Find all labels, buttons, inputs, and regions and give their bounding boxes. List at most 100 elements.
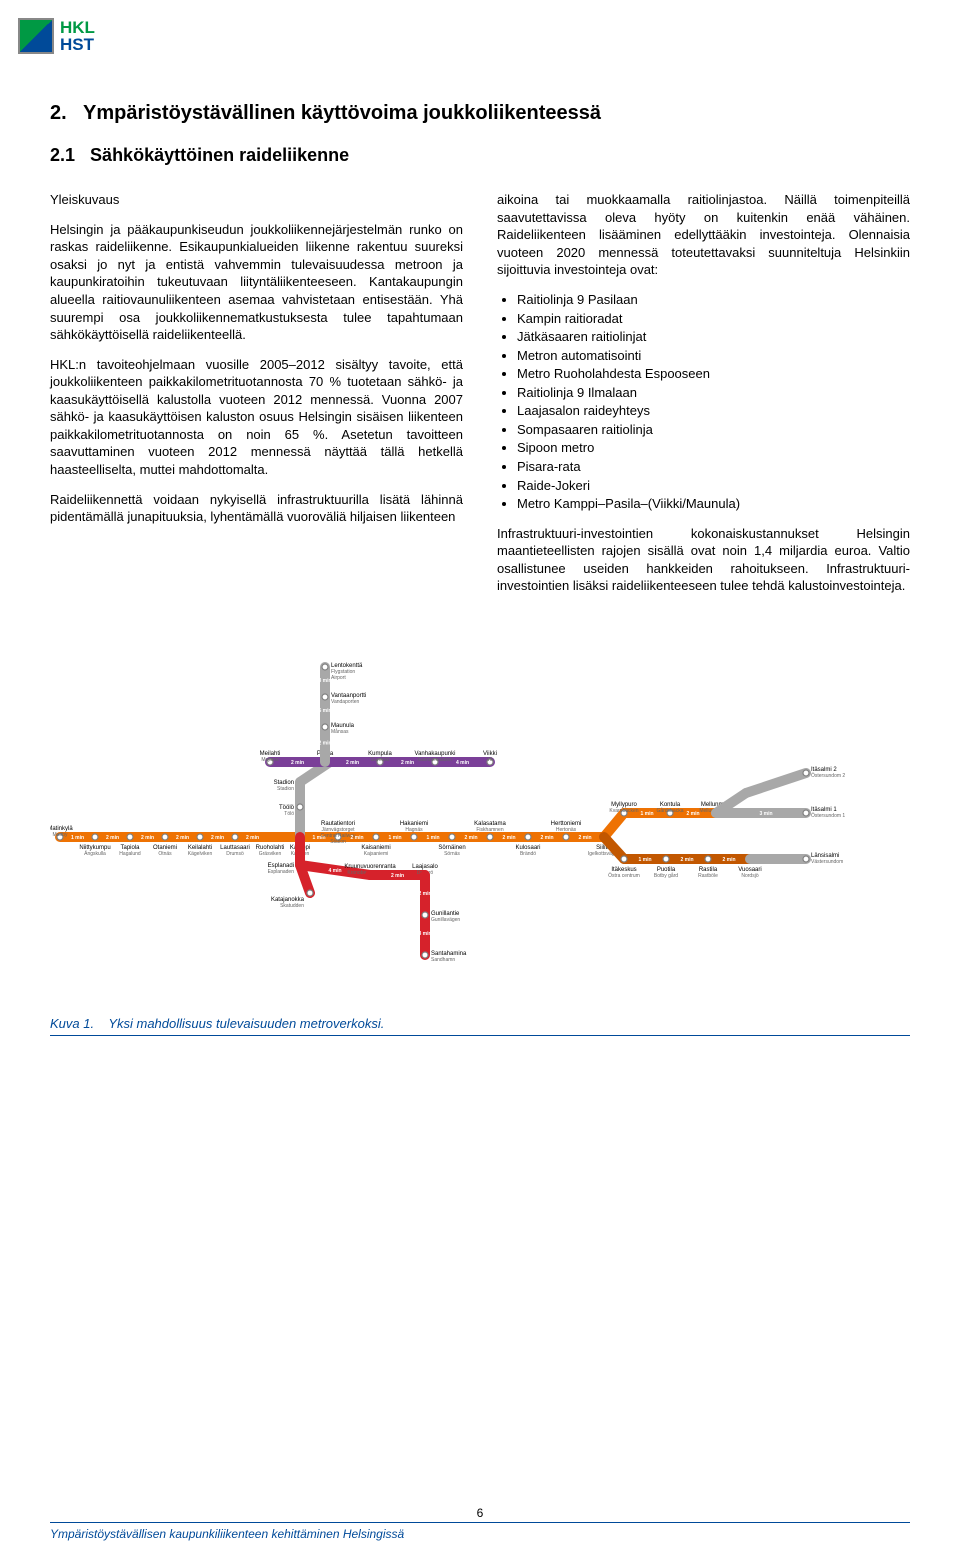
svg-text:Östra centrum: Östra centrum (608, 872, 640, 879)
svg-text:Drumsö: Drumsö (226, 851, 244, 857)
figure-caption-text: Yksi mahdollisuus tulevaisuuden metrover… (108, 1016, 384, 1031)
section-number: 2. (50, 102, 67, 124)
bullet-item: Jätkäsaaren raitiolinjat (517, 328, 910, 346)
svg-text:Rastböle: Rastböle (698, 873, 718, 879)
footer-line: Ympäristöystävällisen kaupunkiliikenteen… (50, 1522, 910, 1543)
yleiskuvaus-heading: Yleiskuvaus (50, 191, 463, 209)
svg-text:Tölö: Tölö (284, 811, 294, 817)
bullet-item: Raide-Jokeri (517, 477, 910, 495)
svg-text:FlygstationAirport: FlygstationAirport (331, 669, 355, 681)
bullet-item: Sipoon metro (517, 439, 910, 457)
svg-text:Esplanaden: Esplanaden (268, 869, 295, 875)
svg-text:Östersundom 1: Östersundom 1 (811, 812, 845, 819)
bullet-item: Kampin raitioradat (517, 310, 910, 328)
svg-text:2 min: 2 min (106, 835, 119, 841)
svg-text:1 min: 1 min (71, 835, 84, 841)
footer-text: Ympäristöystävällisen kaupunkiliikenteen… (50, 1527, 404, 1541)
svg-text:2 min: 2 min (211, 835, 224, 841)
logo-mark-icon (18, 18, 54, 54)
svg-text:1 min: 1 min (388, 835, 401, 841)
svg-text:Västersundom: Västersundom (811, 859, 843, 865)
section-title-text: Ympäristöystävällinen käyttövoima joukko… (83, 102, 601, 124)
svg-text:3 min: 3 min (318, 678, 331, 684)
bullet-item: Metro Kamppi–Pasila–(Viikki/Maunula) (517, 495, 910, 513)
right-column: aikoina tai muokkaamalla raitiolinjastoa… (497, 191, 910, 606)
hkl-logo: HKL HST (18, 18, 95, 54)
svg-text:4 min: 4 min (328, 868, 341, 874)
svg-text:3 min: 3 min (759, 811, 772, 817)
left-column: Yleiskuvaus Helsingin ja pääkaupunkiseud… (50, 191, 463, 606)
subsection-number: 2.1 (50, 145, 75, 165)
bullet-item: Raitiolinja 9 Ilmalaan (517, 384, 910, 402)
footer: Ympäristöystävällisen kaupunkiliikenteen… (50, 1522, 910, 1543)
svg-text:Mejlans: Mejlans (261, 757, 279, 763)
bullet-item: Pisara-rata (517, 458, 910, 476)
page: HKL HST 2. Ympäristöystävällinen käyttöv… (0, 0, 960, 1557)
bullet-item: Metron automatisointi (517, 347, 910, 365)
svg-text:Sandhamn: Sandhamn (431, 957, 455, 963)
svg-text:Kvarnbäcken: Kvarnbäcken (609, 808, 638, 814)
svg-text:2 min: 2 min (578, 835, 591, 841)
svg-text:Gammelstaden: Gammelstaden (418, 757, 452, 763)
svg-text:2 min: 2 min (176, 835, 189, 841)
svg-text:1 min: 1 min (640, 811, 653, 817)
figure-caption: Kuva 1. Yksi mahdollisuus tulevaisuuden … (50, 1015, 910, 1037)
svg-text:1 min: 1 min (426, 835, 439, 841)
svg-text:Kägelviken: Kägelviken (188, 851, 213, 857)
subsection-title-text: Sähkökäyttöinen raideliikenne (90, 145, 349, 165)
bullet-item: Sompasaaren raitiolinja (517, 421, 910, 439)
left-p1: Helsingin ja pääkaupunkiseudun joukkolii… (50, 221, 463, 344)
svg-text:Gräsviken: Gräsviken (259, 851, 282, 857)
svg-text:4 min: 4 min (456, 760, 469, 766)
svg-text:2 min: 2 min (680, 857, 693, 863)
svg-text:1 min: 1 min (638, 857, 651, 863)
svg-text:Hagalund: Hagalund (119, 851, 141, 857)
svg-text:2 min: 2 min (346, 760, 359, 766)
svg-text:Gunillavägen: Gunillavägen (431, 917, 460, 923)
bullet-item: Laajasalon raideyhteys (517, 402, 910, 420)
svg-text:Kajsaniemi: Kajsaniemi (364, 851, 388, 857)
svg-text:2 min: 2 min (246, 835, 259, 841)
section-title: 2. Ympäristöystävällinen käyttövoima jou… (50, 100, 910, 127)
svg-text:2 min: 2 min (418, 891, 431, 897)
right-p1: aikoina tai muokkaamalla raitiolinjastoa… (497, 191, 910, 279)
metro-map: MatinkyläMattby1 minNiittykumpuÄngskulla… (50, 637, 910, 997)
svg-text:Fiskhamnen: Fiskhamnen (476, 827, 503, 833)
text-columns: Yleiskuvaus Helsingin ja pääkaupunkiseud… (50, 191, 910, 606)
svg-text:Otnäs: Otnäs (158, 851, 172, 857)
right-p2: Infrastruktuuri-investointien kokonaisku… (497, 525, 910, 595)
svg-text:2 min: 2 min (391, 873, 404, 879)
svg-text:2 min: 2 min (350, 835, 363, 841)
svg-text:3 min: 3 min (418, 931, 431, 937)
svg-text:2 min: 2 min (502, 835, 515, 841)
logo-hst: HST (60, 36, 95, 53)
subsection-title: 2.1 Sähkökäyttöinen raideliikenne (50, 143, 910, 167)
svg-text:2 min: 2 min (318, 740, 331, 746)
svg-text:5 min: 5 min (318, 708, 331, 714)
left-p3: Raideliikennettä voidaan nykyisellä infr… (50, 491, 463, 526)
bullet-item: Metro Ruoholahdesta Espooseen (517, 365, 910, 383)
figure-label: Kuva 1. (50, 1016, 94, 1031)
svg-text:Skatudden: Skatudden (280, 903, 304, 909)
svg-text:2 min: 2 min (540, 835, 553, 841)
svg-text:Nordsjö: Nordsjö (741, 873, 758, 879)
svg-text:Brändö: Brändö (520, 851, 536, 857)
logo-text: HKL HST (60, 19, 95, 53)
bullet-item: Raitiolinja 9 Pasilaan (517, 291, 910, 309)
svg-text:Gårdsbacka: Gårdsbacka (657, 807, 684, 814)
svg-text:2 min: 2 min (722, 857, 735, 863)
svg-text:Vik: Vik (487, 757, 494, 763)
logo-hkl: HKL (60, 19, 95, 36)
investment-bullets: Raitiolinja 9 Pasilaan Kampin raitiorada… (517, 291, 910, 513)
svg-text:Stadion: Stadion (277, 786, 294, 792)
svg-text:Botby gård: Botby gård (654, 872, 678, 879)
svg-text:Gumtäkt: Gumtäkt (371, 757, 391, 763)
svg-text:2 min: 2 min (141, 835, 154, 841)
svg-text:2 min: 2 min (291, 760, 304, 766)
svg-text:Vandaporten: Vandaporten (331, 699, 359, 705)
svg-text:Hertonäs: Hertonäs (556, 827, 577, 833)
svg-text:2 min: 2 min (401, 760, 414, 766)
svg-text:Ängskulla: Ängskulla (84, 850, 106, 857)
svg-text:Månsas: Månsas (331, 728, 349, 735)
svg-text:Mattby: Mattby (52, 832, 68, 838)
